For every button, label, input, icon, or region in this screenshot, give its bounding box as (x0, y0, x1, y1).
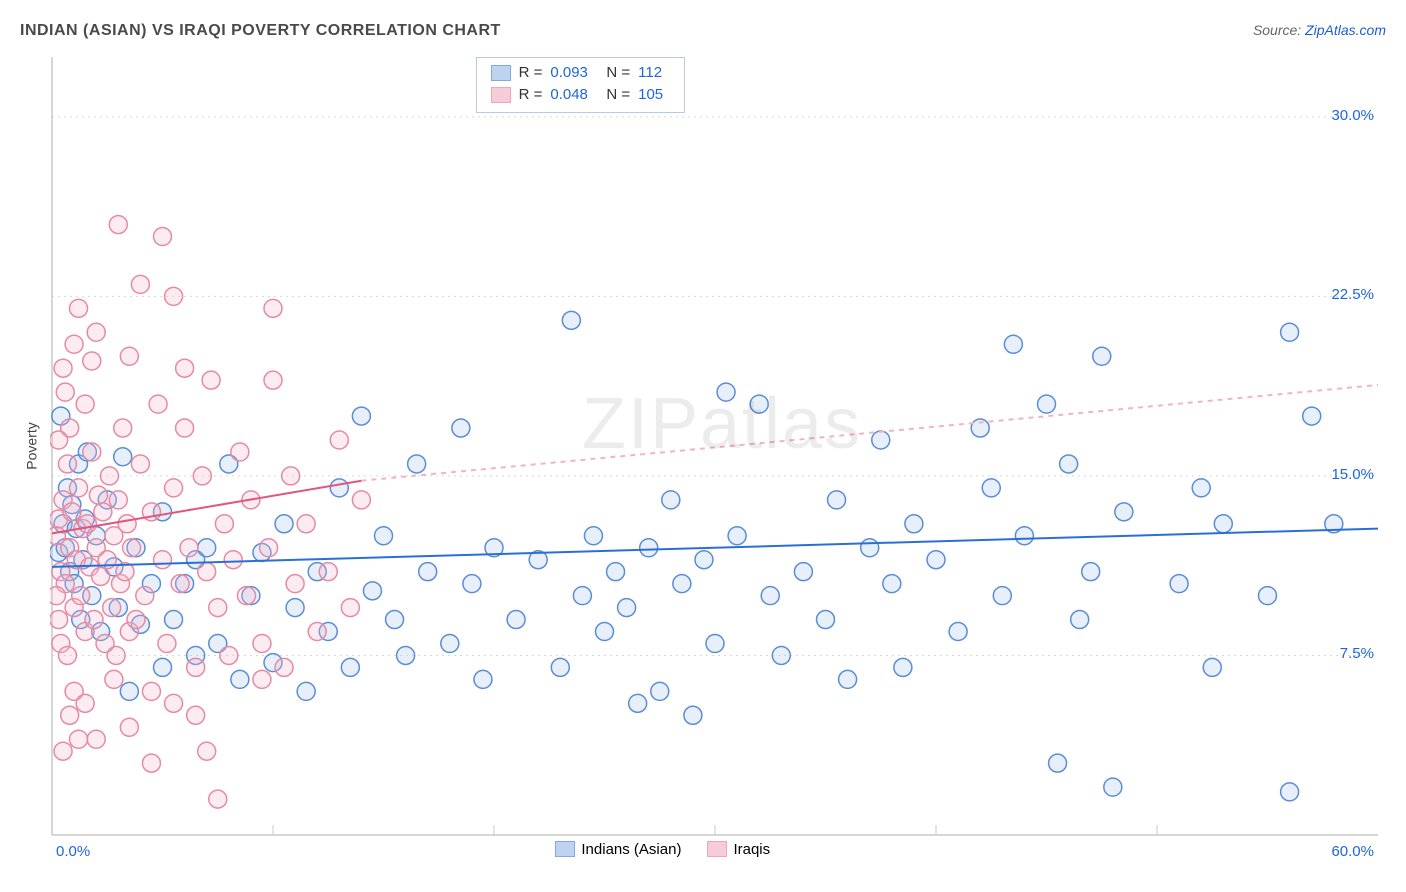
legend-row: R = 0.093 N = 112 (491, 62, 671, 84)
series-legend-item: Iraqis (707, 841, 770, 858)
legend-r-value: 0.093 (550, 62, 598, 84)
x-tick-label: 60.0% (1331, 843, 1374, 860)
y-tick-label: 7.5% (1314, 645, 1374, 662)
source-prefix: Source: (1253, 22, 1305, 38)
y-tick-label: 15.0% (1314, 466, 1374, 483)
y-tick-label: 30.0% (1314, 107, 1374, 124)
legend-r-label: R = (519, 84, 543, 106)
source-link[interactable]: ZipAtlas.com (1305, 22, 1386, 38)
legend-n-label: N = (606, 84, 630, 106)
series-legend: Indians (Asian) Iraqis (555, 841, 770, 858)
legend-n-value: 105 (638, 84, 670, 106)
legend-swatch (555, 841, 575, 857)
chart-title: INDIAN (ASIAN) VS IRAQI POVERTY CORRELAT… (20, 22, 501, 40)
legend-swatch (707, 841, 727, 857)
legend-r-value: 0.048 (550, 84, 598, 106)
series-legend-label: Iraqis (733, 841, 770, 858)
legend-swatch (491, 87, 511, 103)
chart-container: INDIAN (ASIAN) VS IRAQI POVERTY CORRELAT… (0, 0, 1406, 892)
y-axis-label: Poverty (24, 422, 40, 469)
legend-n-value: 112 (638, 62, 670, 84)
legend-r-label: R = (519, 62, 543, 84)
x-tick-label: 0.0% (56, 843, 90, 860)
watermark: ZIPatlas (582, 383, 862, 465)
correlation-legend: R = 0.093 N = 112 R = 0.048 N = 105 (476, 57, 686, 113)
series-legend-item: Indians (Asian) (555, 841, 681, 858)
legend-row: R = 0.048 N = 105 (491, 84, 671, 106)
source-attribution: Source: ZipAtlas.com (1253, 22, 1386, 38)
legend-swatch (491, 65, 511, 81)
series-legend-label: Indians (Asian) (581, 841, 681, 858)
legend-n-label: N = (606, 62, 630, 84)
y-tick-label: 22.5% (1314, 286, 1374, 303)
